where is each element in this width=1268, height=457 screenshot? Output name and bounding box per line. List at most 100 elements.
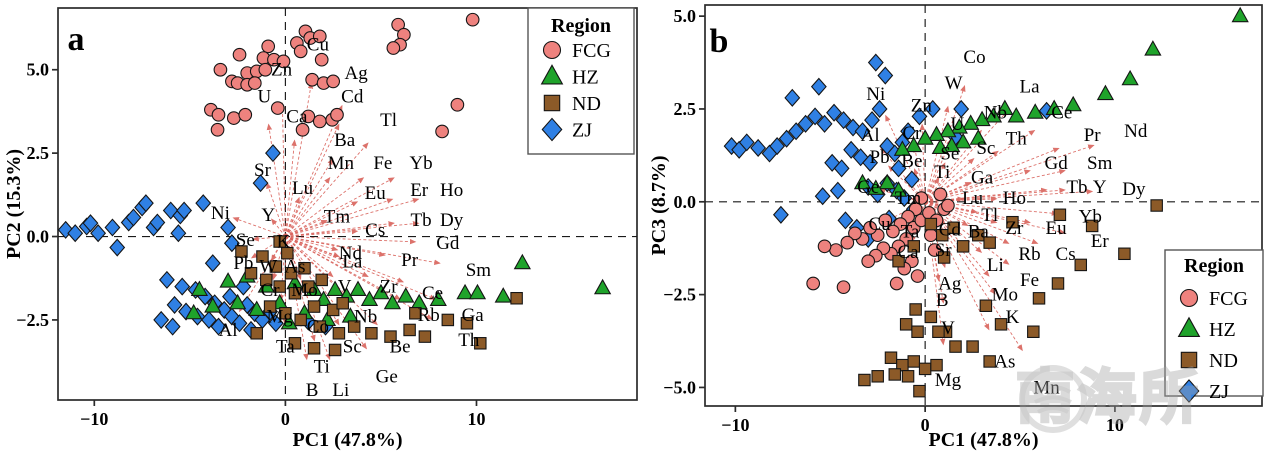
loading-label-Ge: Ge	[376, 367, 398, 388]
loading-arrow-U	[924, 138, 952, 202]
loading-label-Tb: Tb	[1066, 177, 1087, 198]
point-FCG	[435, 124, 449, 139]
point-HZ	[204, 297, 222, 313]
loading-label-Th: Th	[1006, 129, 1028, 150]
loading-arrow-Pr	[924, 147, 1060, 203]
panel-letter: a	[68, 21, 85, 58]
loading-label-Nd: Nd	[1124, 121, 1148, 142]
loading-label-Mn: Mn	[328, 153, 355, 174]
loading-label-Cu: Cu	[869, 214, 892, 235]
loading-label-Cu: Cu	[307, 35, 330, 56]
point-ND	[994, 318, 1008, 331]
point-ZJ	[797, 114, 814, 133]
point-ND	[937, 251, 951, 264]
point-ND	[315, 273, 328, 287]
loading-arrow-Eu	[285, 201, 359, 237]
loading-label-W: W	[259, 257, 277, 278]
y-tick-label: 2.5	[674, 99, 697, 119]
point-ZJ	[220, 218, 237, 237]
point-ND	[913, 384, 926, 398]
point-ND	[298, 261, 311, 275]
loading-label-Lu: Lu	[292, 178, 314, 199]
point-ND	[1032, 292, 1046, 305]
point-ZJ	[833, 159, 850, 178]
point-ZJ	[890, 159, 907, 178]
legend-label-ND: ND	[1209, 350, 1238, 372]
point-ZJ	[90, 224, 107, 243]
loading-label-Ta: Ta	[276, 337, 295, 358]
point-ND	[260, 273, 273, 287]
point-HZ	[513, 253, 531, 270]
x-tick-label: 10	[1106, 415, 1124, 435]
loading-label-Yb: Yb	[409, 153, 432, 174]
loading-arrow-U	[266, 123, 286, 237]
loading-label-Dy: Dy	[1122, 179, 1146, 200]
point-HZ	[185, 303, 203, 320]
loading-arrow-Ti	[924, 177, 940, 203]
point-ZJ	[843, 140, 860, 159]
point-ND	[510, 291, 523, 305]
y-tick-label: 5.0	[27, 60, 50, 80]
point-FCG	[878, 213, 893, 228]
x-tick-label: 0	[281, 409, 290, 429]
panel-b: −10 0 10 −5.0 −2.5 0.0 2.5 5.0 PC1 (47.8%) PC3 (8…	[648, 4, 1264, 451]
legend-label-FCG: FCG	[572, 40, 611, 62]
point-ND	[1051, 277, 1065, 290]
loading-label-Ti: Ti	[314, 357, 330, 378]
point-FCG	[886, 224, 900, 239]
loading-label-Mo: Mo	[291, 280, 317, 301]
legend-label-ND: ND	[572, 93, 601, 115]
x-tick-label: 10	[467, 409, 485, 429]
point-HZ	[219, 272, 237, 288]
loading-label-Cd: Cd	[341, 86, 364, 107]
point-FCG	[465, 12, 480, 27]
point-ZJ	[149, 213, 166, 232]
loading-label-Co: Co	[307, 317, 329, 338]
loading-label-Tm: Tm	[324, 207, 351, 228]
point-ND	[474, 337, 487, 350]
point-FCG	[933, 187, 948, 202]
loading-label-B: B	[936, 290, 949, 311]
point-ND	[899, 318, 913, 331]
plot-border	[704, 4, 1263, 407]
loading-label-B: B	[306, 380, 319, 401]
legend: Region FCG HZ ND ZJ	[527, 7, 635, 155]
point-ZJ	[170, 224, 187, 243]
loading-arrow-Cs	[285, 228, 359, 237]
loading-label-Ag: Ag	[938, 273, 962, 294]
y-axis-title: PC2 (15.3%)	[3, 149, 25, 259]
loading-label-Cs: Cs	[1056, 244, 1076, 265]
loading-label-Yb: Yb	[1079, 207, 1102, 228]
scatter-points	[57, 12, 612, 357]
loading-label-Nb: Nb	[984, 103, 1007, 124]
loading-label-Tl: Tl	[380, 110, 397, 131]
point-FCG	[238, 107, 253, 122]
loading-arrow-Zr	[925, 201, 998, 224]
plot-border	[57, 7, 638, 401]
point-FCG	[305, 72, 319, 87]
legend-label-HZ: HZ	[572, 67, 599, 89]
point-HZ	[280, 313, 298, 330]
point-HZ	[867, 179, 885, 195]
point-HZ	[228, 293, 247, 310]
loading-arrow-Lu	[284, 196, 300, 237]
loading-label-V: V	[941, 318, 955, 339]
legend-title: Region	[551, 15, 611, 37]
point-ND	[949, 340, 962, 353]
point-ND	[332, 327, 346, 340]
loading-label-Al: Al	[861, 125, 880, 146]
point-FCG	[213, 62, 228, 77]
point-ND	[909, 303, 922, 316]
loading-label-W: W	[945, 73, 963, 94]
loading-arrow-Ni	[232, 217, 286, 237]
point-FCG	[276, 54, 291, 69]
point-ZJ	[911, 107, 928, 126]
point-ND	[273, 280, 286, 293]
point-ZJ	[924, 99, 941, 118]
point-HZ	[905, 136, 923, 153]
point-ND	[956, 240, 970, 253]
point-FCG	[232, 47, 247, 62]
point-HZ	[916, 129, 934, 145]
point-FCG	[270, 101, 285, 115]
